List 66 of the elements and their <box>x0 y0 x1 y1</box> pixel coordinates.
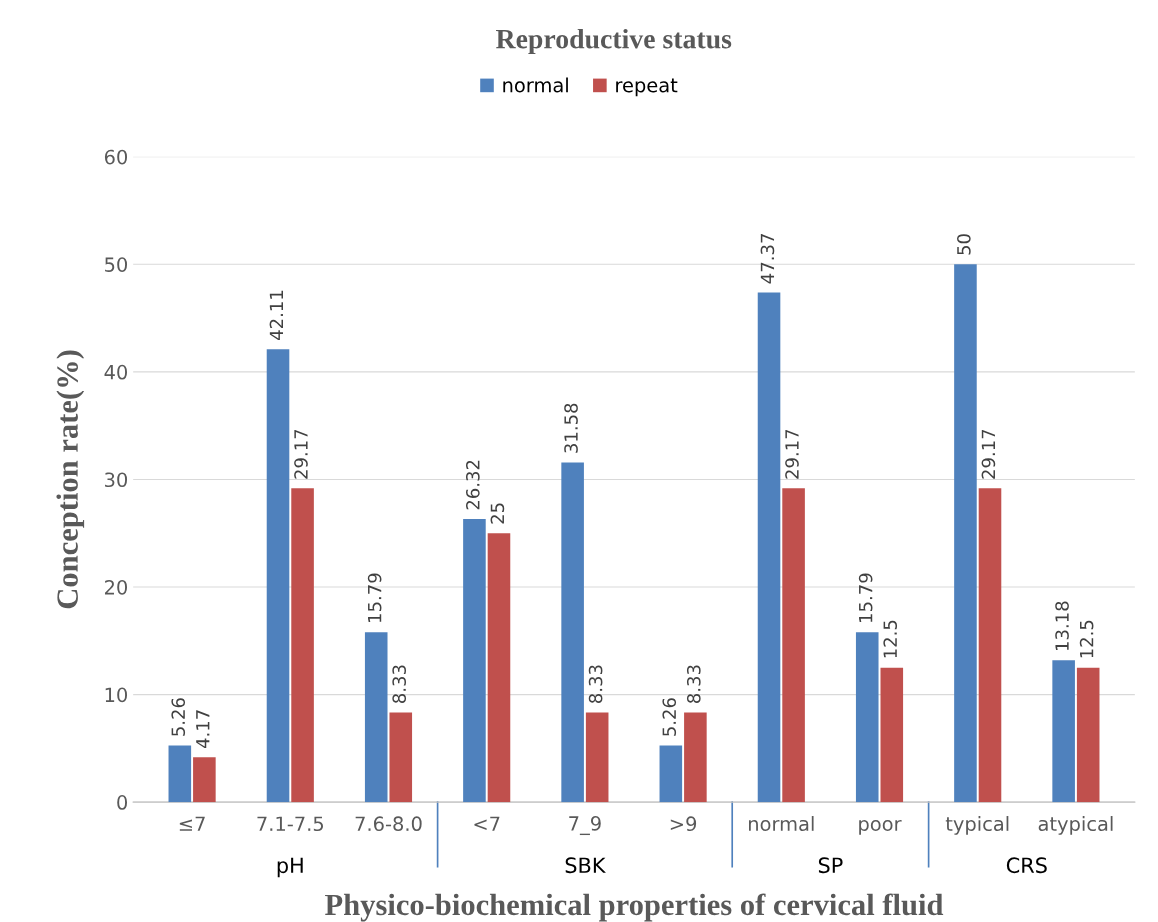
bar <box>266 349 290 803</box>
bar <box>168 745 192 803</box>
data-label: 15.79 <box>858 573 873 622</box>
text: pH <box>277 857 303 878</box>
bar <box>855 632 879 803</box>
data-label: 29.17 <box>785 429 799 479</box>
data-label: 47.37 <box>760 234 775 284</box>
data-label: 12.5 <box>1079 620 1094 658</box>
data-label: 29.17 <box>294 429 308 479</box>
data-label: 25 <box>490 503 505 524</box>
y-tick-label: 50 <box>105 257 128 272</box>
data-label: 12.5 <box>883 620 898 658</box>
data-label: 15.79 <box>367 573 382 622</box>
data-label: 8.33 <box>588 665 603 703</box>
y-tick-label: 0 <box>117 795 128 810</box>
x-tick-label: poor <box>859 819 902 835</box>
x-tick-label: <7 <box>474 816 500 831</box>
x-tick-label: 7.1-7.5 <box>257 816 324 832</box>
data-label: 5.26 <box>171 698 186 736</box>
bar <box>880 667 904 803</box>
text: SP <box>818 857 843 874</box>
legend-label: normal <box>503 77 568 93</box>
bar <box>782 488 805 803</box>
y-axis-title: Conception rate(%) <box>56 350 85 609</box>
chart-title: Reproductive status <box>496 28 732 55</box>
y-tick-label: 30 <box>105 472 128 488</box>
bar <box>954 264 977 803</box>
x-tick-label: typical <box>945 816 1009 835</box>
x-tick-label: ≤7 <box>179 816 205 831</box>
data-label: 31.58 <box>564 403 578 453</box>
x-axis-title: Physico-biochemical properties of cervical fluid <box>325 893 944 922</box>
y-tick-label: 10 <box>105 687 128 703</box>
bar <box>684 712 707 803</box>
bar <box>364 632 388 803</box>
bar <box>978 488 1002 803</box>
text: CRS <box>1006 857 1047 874</box>
bar <box>389 712 413 803</box>
x-tick-label: 7.6-8.0 <box>355 816 422 832</box>
bar <box>1076 667 1100 803</box>
bar <box>561 462 584 803</box>
data-label: 29.17 <box>981 429 996 479</box>
bar <box>659 745 683 803</box>
data-label: 42.11 <box>269 290 283 340</box>
bar <box>193 757 216 803</box>
x-tick-label: normal <box>749 816 814 832</box>
x-tick-label: >9 <box>670 816 697 832</box>
data-label: 8.33 <box>392 665 407 703</box>
data-label: 4.17 <box>196 710 210 749</box>
y-tick-label: 60 <box>104 149 128 165</box>
bar <box>463 519 486 803</box>
bar <box>1052 660 1075 803</box>
bar <box>585 712 609 803</box>
data-label: 50 <box>957 234 971 255</box>
bar <box>757 292 781 803</box>
y-tick-label: 40 <box>104 364 128 380</box>
bar <box>291 488 314 803</box>
data-label: 26.32 <box>466 460 480 510</box>
y-tick-label: 20 <box>104 579 128 595</box>
data-label: 5.26 <box>662 698 677 736</box>
data-label: 13.18 <box>1055 601 1069 651</box>
text: SBK <box>565 857 606 874</box>
bar <box>487 533 511 803</box>
x-tick-label: 7_9 <box>569 816 601 836</box>
legend-label: repeat <box>616 78 678 97</box>
x-tick-label: atypical <box>1038 816 1113 835</box>
data-label: 8.33 <box>686 665 701 703</box>
